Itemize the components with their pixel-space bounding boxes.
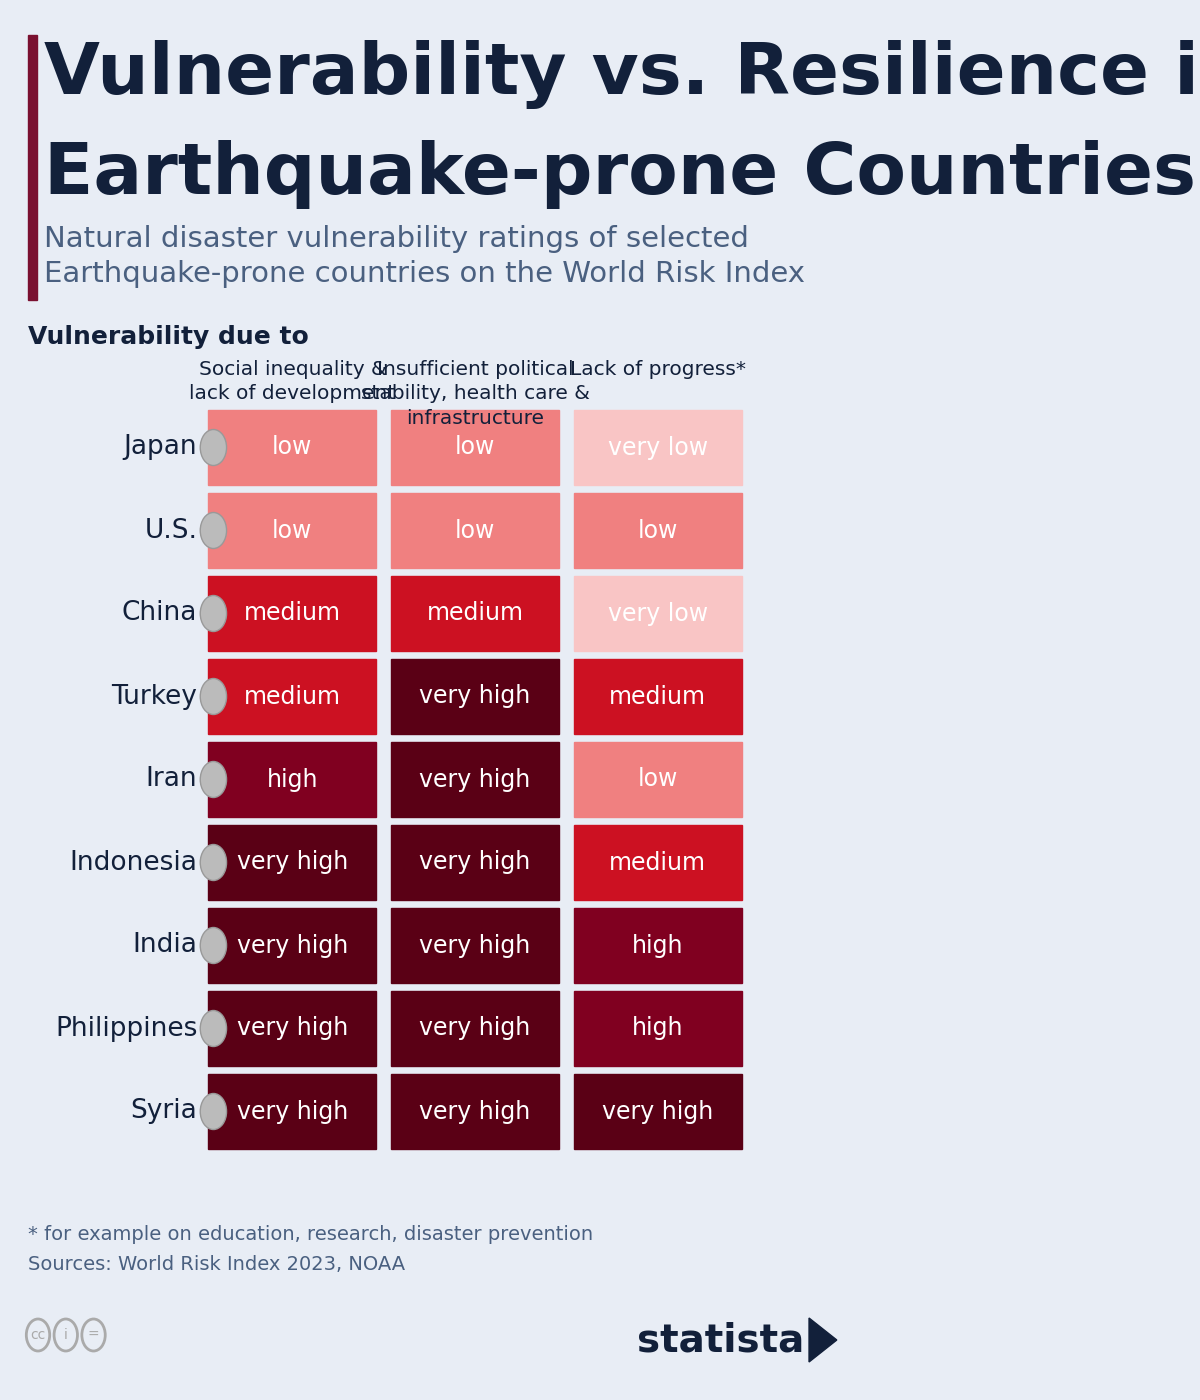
Bar <box>574 1074 742 1149</box>
Text: high: high <box>632 1016 684 1040</box>
Bar <box>28 35 37 300</box>
Text: India: India <box>132 932 197 959</box>
Circle shape <box>200 512 227 549</box>
Text: low: low <box>455 518 496 542</box>
Text: very high: very high <box>420 934 530 958</box>
Text: very high: very high <box>420 1016 530 1040</box>
Bar <box>574 742 742 818</box>
Circle shape <box>200 844 227 881</box>
Bar <box>391 493 559 568</box>
Text: Earthquake-prone countries on the World Risk Index: Earthquake-prone countries on the World … <box>44 260 805 288</box>
Text: high: high <box>632 934 684 958</box>
Text: medium: medium <box>610 850 707 875</box>
Text: Syria: Syria <box>131 1099 197 1124</box>
Text: Vulnerability due to: Vulnerability due to <box>28 325 308 349</box>
Text: * for example on education, research, disaster prevention: * for example on education, research, di… <box>28 1225 593 1245</box>
Text: very high: very high <box>236 850 348 875</box>
Text: medium: medium <box>610 685 707 708</box>
Text: Lack of progress*: Lack of progress* <box>570 360 745 379</box>
Text: very low: very low <box>607 435 708 459</box>
Text: medium: medium <box>426 602 523 626</box>
Text: Natural disaster vulnerability ratings of selected: Natural disaster vulnerability ratings o… <box>44 225 749 253</box>
Bar <box>391 742 559 818</box>
Text: Turkey: Turkey <box>112 683 197 710</box>
Text: very high: very high <box>236 1016 348 1040</box>
Bar <box>574 909 742 983</box>
Text: Philippines: Philippines <box>55 1015 197 1042</box>
Text: Social inequality &
lack of development: Social inequality & lack of development <box>190 360 396 403</box>
Bar <box>391 909 559 983</box>
Bar <box>574 493 742 568</box>
Bar <box>209 991 377 1065</box>
Text: Iran: Iran <box>145 767 197 792</box>
Text: low: low <box>455 435 496 459</box>
Bar <box>391 575 559 651</box>
Text: medium: medium <box>244 602 341 626</box>
Text: Earthquake-prone Countries: Earthquake-prone Countries <box>44 140 1196 209</box>
Text: low: low <box>272 435 312 459</box>
Text: Japan: Japan <box>124 434 197 461</box>
Bar <box>574 825 742 900</box>
Circle shape <box>200 430 227 465</box>
Text: statista: statista <box>637 1322 804 1359</box>
Text: Sources: World Risk Index 2023, NOAA: Sources: World Risk Index 2023, NOAA <box>28 1254 404 1274</box>
Bar <box>209 909 377 983</box>
Bar <box>391 659 559 734</box>
Bar <box>574 575 742 651</box>
Bar <box>209 659 377 734</box>
Circle shape <box>200 762 227 798</box>
Bar <box>574 659 742 734</box>
Text: China: China <box>122 601 197 627</box>
Text: =: = <box>88 1329 100 1343</box>
Text: high: high <box>266 767 318 791</box>
Bar <box>209 575 377 651</box>
Bar <box>391 991 559 1065</box>
Text: very high: very high <box>420 767 530 791</box>
Text: very low: very low <box>607 602 708 626</box>
Text: U.S.: U.S. <box>144 518 197 543</box>
Text: very high: very high <box>420 850 530 875</box>
Text: very high: very high <box>236 934 348 958</box>
Text: medium: medium <box>244 685 341 708</box>
Text: Vulnerability vs. Resilience in: Vulnerability vs. Resilience in <box>44 41 1200 109</box>
Text: Insufficient political
stability, health care &
infrastructure: Insufficient political stability, health… <box>361 360 589 427</box>
Circle shape <box>200 679 227 714</box>
Polygon shape <box>809 1317 836 1362</box>
Bar <box>391 1074 559 1149</box>
Circle shape <box>200 927 227 963</box>
Bar <box>209 1074 377 1149</box>
Bar <box>391 410 559 484</box>
Bar <box>209 825 377 900</box>
Bar <box>209 493 377 568</box>
Text: low: low <box>272 518 312 542</box>
Text: Indonesia: Indonesia <box>70 850 197 875</box>
Text: low: low <box>637 518 678 542</box>
Text: i: i <box>64 1329 67 1343</box>
Circle shape <box>200 1093 227 1130</box>
Circle shape <box>200 1011 227 1047</box>
Bar <box>391 825 559 900</box>
Text: very high: very high <box>602 1099 713 1123</box>
Text: very high: very high <box>236 1099 348 1123</box>
Bar <box>209 410 377 484</box>
Bar <box>574 410 742 484</box>
Circle shape <box>200 595 227 631</box>
Text: cc: cc <box>30 1329 46 1343</box>
Bar <box>574 991 742 1065</box>
Text: low: low <box>637 767 678 791</box>
Bar <box>209 742 377 818</box>
Text: very high: very high <box>420 685 530 708</box>
Text: very high: very high <box>420 1099 530 1123</box>
